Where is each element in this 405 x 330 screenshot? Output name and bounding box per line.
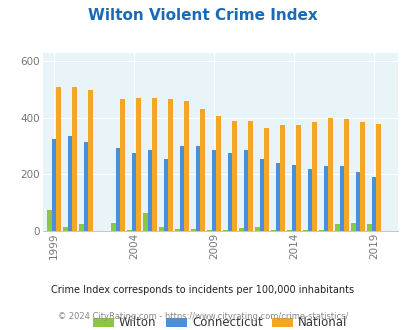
Bar <box>72 87 77 231</box>
Bar <box>163 159 168 231</box>
Bar <box>343 119 348 231</box>
Bar <box>339 166 343 231</box>
Bar <box>263 128 268 231</box>
Bar <box>259 159 263 231</box>
Bar <box>350 222 355 231</box>
Bar <box>168 99 172 231</box>
Bar <box>275 163 279 231</box>
Text: © 2024 CityRating.com - https://www.cityrating.com/crime-statistics/: © 2024 CityRating.com - https://www.city… <box>58 312 347 321</box>
Legend: Wilton, Connecticut, National: Wilton, Connecticut, National <box>88 312 351 330</box>
Bar <box>67 136 72 231</box>
Bar <box>127 230 131 231</box>
Bar <box>143 213 147 231</box>
Bar <box>51 139 56 231</box>
Bar <box>243 150 247 231</box>
Bar <box>179 146 183 231</box>
Bar <box>232 121 236 231</box>
Bar <box>359 122 364 231</box>
Bar <box>88 89 92 231</box>
Bar <box>323 166 327 231</box>
Text: Wilton Violent Crime Index: Wilton Violent Crime Index <box>88 8 317 23</box>
Bar <box>279 125 284 231</box>
Bar <box>227 153 232 231</box>
Bar <box>147 150 152 231</box>
Bar <box>303 230 307 231</box>
Bar <box>318 230 323 231</box>
Text: Crime Index corresponds to incidents per 100,000 inhabitants: Crime Index corresponds to incidents per… <box>51 285 354 295</box>
Bar <box>307 169 311 231</box>
Bar <box>311 122 316 231</box>
Bar <box>247 121 252 231</box>
Bar <box>371 177 375 231</box>
Bar <box>291 165 295 231</box>
Bar <box>111 223 115 231</box>
Bar <box>195 146 200 231</box>
Bar <box>366 224 371 231</box>
Bar <box>239 228 243 231</box>
Bar <box>215 116 220 231</box>
Bar <box>375 123 379 231</box>
Bar <box>295 125 300 231</box>
Bar <box>223 230 227 231</box>
Bar <box>120 99 124 231</box>
Bar <box>63 227 67 231</box>
Bar <box>159 227 163 231</box>
Bar <box>136 98 140 231</box>
Bar <box>327 118 332 231</box>
Bar <box>152 98 156 231</box>
Bar <box>83 142 88 231</box>
Bar <box>200 109 204 231</box>
Bar <box>175 229 179 231</box>
Bar <box>183 101 188 231</box>
Bar <box>211 150 215 231</box>
Bar <box>355 172 359 231</box>
Bar <box>254 227 259 231</box>
Bar <box>115 148 120 231</box>
Bar <box>79 224 83 231</box>
Bar <box>286 230 291 231</box>
Bar <box>191 229 195 231</box>
Bar <box>131 153 136 231</box>
Bar <box>207 230 211 231</box>
Bar <box>56 87 60 231</box>
Bar <box>271 230 275 231</box>
Bar <box>47 210 51 231</box>
Bar <box>334 224 339 231</box>
